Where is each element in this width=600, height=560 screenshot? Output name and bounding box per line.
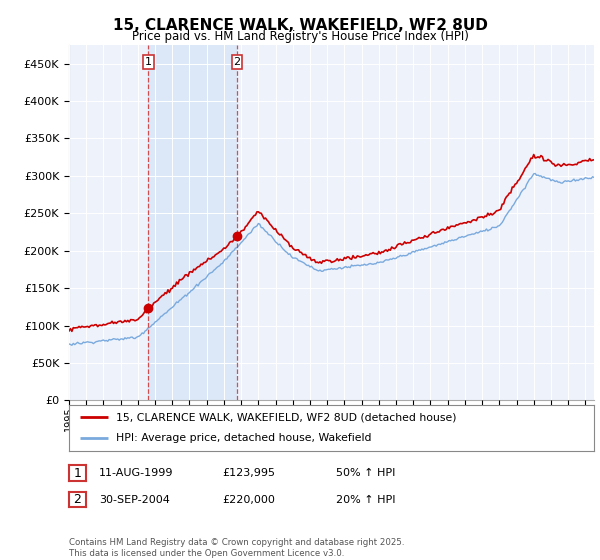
Text: £220,000: £220,000: [222, 494, 275, 505]
Text: 2: 2: [73, 493, 82, 506]
Text: 1: 1: [73, 466, 82, 480]
Text: 20% ↑ HPI: 20% ↑ HPI: [336, 494, 395, 505]
Text: 1: 1: [145, 57, 152, 67]
Bar: [148, 45, 237, 400]
Text: 11-AUG-1999: 11-AUG-1999: [99, 468, 173, 478]
Text: 2: 2: [233, 57, 241, 67]
Text: £123,995: £123,995: [222, 468, 275, 478]
Text: Price paid vs. HM Land Registry's House Price Index (HPI): Price paid vs. HM Land Registry's House …: [131, 30, 469, 43]
Text: Contains HM Land Registry data © Crown copyright and database right 2025.
This d: Contains HM Land Registry data © Crown c…: [69, 538, 404, 558]
Text: 30-SEP-2004: 30-SEP-2004: [99, 494, 170, 505]
Text: 50% ↑ HPI: 50% ↑ HPI: [336, 468, 395, 478]
Text: 15, CLARENCE WALK, WAKEFIELD, WF2 8UD: 15, CLARENCE WALK, WAKEFIELD, WF2 8UD: [113, 18, 487, 33]
Text: 15, CLARENCE WALK, WAKEFIELD, WF2 8UD (detached house): 15, CLARENCE WALK, WAKEFIELD, WF2 8UD (d…: [116, 412, 457, 422]
Text: HPI: Average price, detached house, Wakefield: HPI: Average price, detached house, Wake…: [116, 433, 372, 444]
